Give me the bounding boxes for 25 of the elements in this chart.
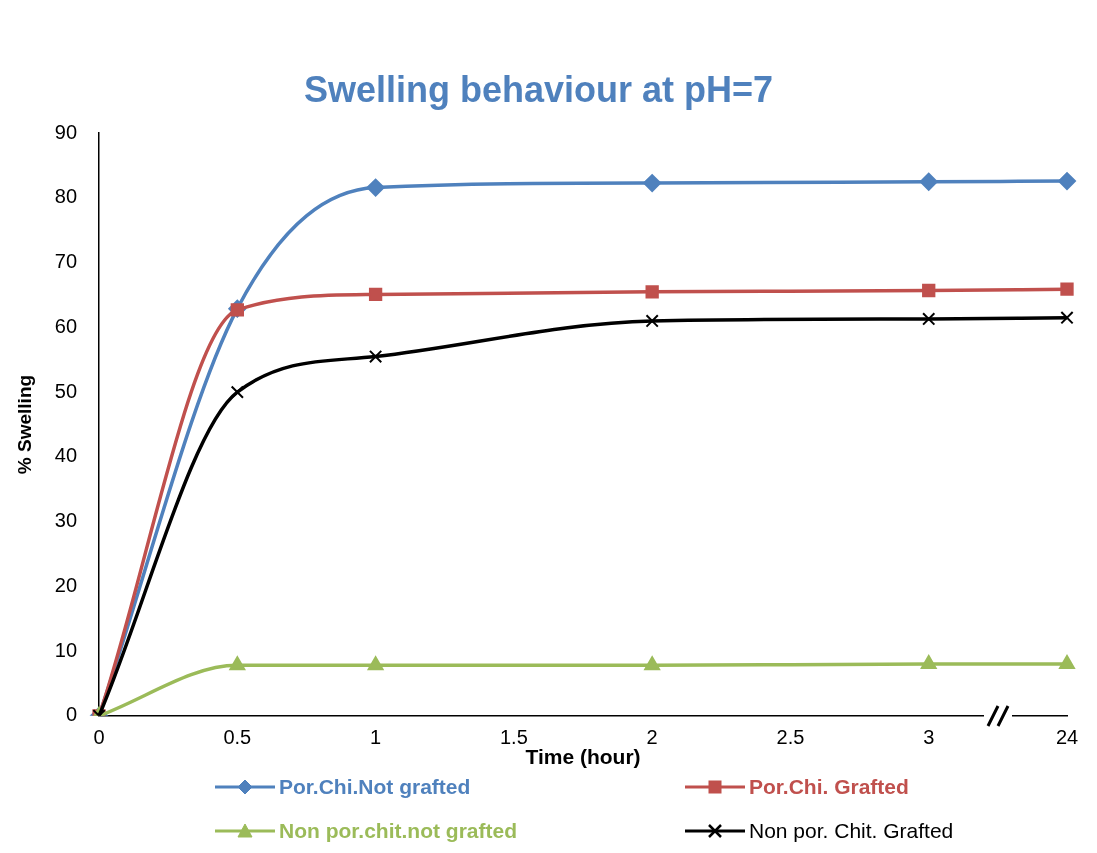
x-tick-label: 0.5 <box>223 726 252 749</box>
x-tick-label: 0 <box>93 726 105 749</box>
y-tick-label: 80 <box>54 185 78 208</box>
y-tick-label: 30 <box>54 509 78 532</box>
legend-label: Por.Chi. Grafted <box>749 775 909 799</box>
y-tick-label: 40 <box>54 444 78 467</box>
y-tick-label: 50 <box>54 379 78 402</box>
x-tick-label: 2 <box>646 726 658 749</box>
x-axis-title: Time (hour) <box>525 745 641 769</box>
x-tick-label: 1 <box>370 726 382 749</box>
x-tick-label: 24 <box>1055 726 1079 749</box>
y-axis-title: % Swelling <box>13 374 35 475</box>
y-tick-label: 0 <box>65 703 78 726</box>
legend-label: Non por.chit.not grafted <box>279 819 517 843</box>
x-tick-label: 1.5 <box>499 726 528 749</box>
y-tick-label: 70 <box>54 250 78 273</box>
x-tick-label: 2.5 <box>776 726 805 749</box>
chart-title: Swelling behaviour at pH=7 <box>303 68 774 110</box>
legend-label: Non por. Chit. Grafted <box>749 819 954 843</box>
x-tick-label: 3 <box>923 726 935 749</box>
y-tick-label: 10 <box>54 638 78 661</box>
y-tick-label: 90 <box>54 120 78 143</box>
y-tick-label: 20 <box>54 573 78 596</box>
y-tick-label: 60 <box>54 314 78 337</box>
legend-label: Por.Chi.Not grafted <box>279 775 471 799</box>
